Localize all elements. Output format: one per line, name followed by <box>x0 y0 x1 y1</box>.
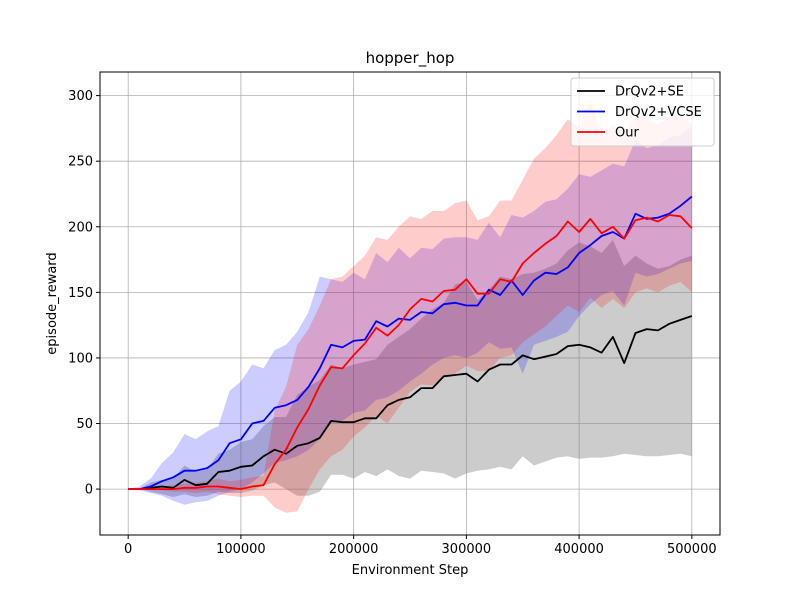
y-tick-label: 50 <box>76 417 93 432</box>
grid-layer <box>100 72 720 535</box>
y-tick-label: 100 <box>68 351 93 366</box>
y-tick-label: 200 <box>68 220 93 235</box>
y-tick-label: 250 <box>68 155 93 170</box>
x-axis-label: Environment Step <box>352 563 469 578</box>
plot-frame <box>99 71 721 536</box>
legend-box <box>570 77 715 147</box>
y-axis-label: episode_reward <box>45 252 60 354</box>
band-our <box>128 100 692 513</box>
band-drqv2-vcse <box>128 127 692 505</box>
confidence-bands <box>128 100 692 513</box>
x-tick-label: 0 <box>124 542 132 557</box>
chart-title: hopper_hop <box>366 49 455 68</box>
y-tick-label: 300 <box>68 89 93 104</box>
x-tick-label: 200000 <box>329 542 379 557</box>
axes: 0 100000 200000 300000 400000 500000 0 50 100 150… <box>68 71 721 557</box>
series-lines <box>128 195 693 491</box>
legend-label: Our <box>615 126 639 141</box>
x-tick-label: 500000 <box>667 542 717 557</box>
line-drqv2-se <box>128 315 693 491</box>
legend-label: DrQv2+SE <box>615 85 684 100</box>
legend: DrQv2+SE DrQv2+VCSE Our <box>570 77 715 147</box>
legend-label: DrQv2+VCSE <box>615 105 702 120</box>
line-our <box>128 214 693 491</box>
x-tick-label: 300000 <box>442 542 492 557</box>
x-tick-label: 100000 <box>216 542 266 557</box>
band-drqv2-se <box>128 239 692 497</box>
y-tick-label: 0 <box>85 483 93 498</box>
line-drqv2-vcse <box>128 195 693 491</box>
y-tick-label: 150 <box>68 286 93 301</box>
x-tick-label: 400000 <box>554 542 604 557</box>
